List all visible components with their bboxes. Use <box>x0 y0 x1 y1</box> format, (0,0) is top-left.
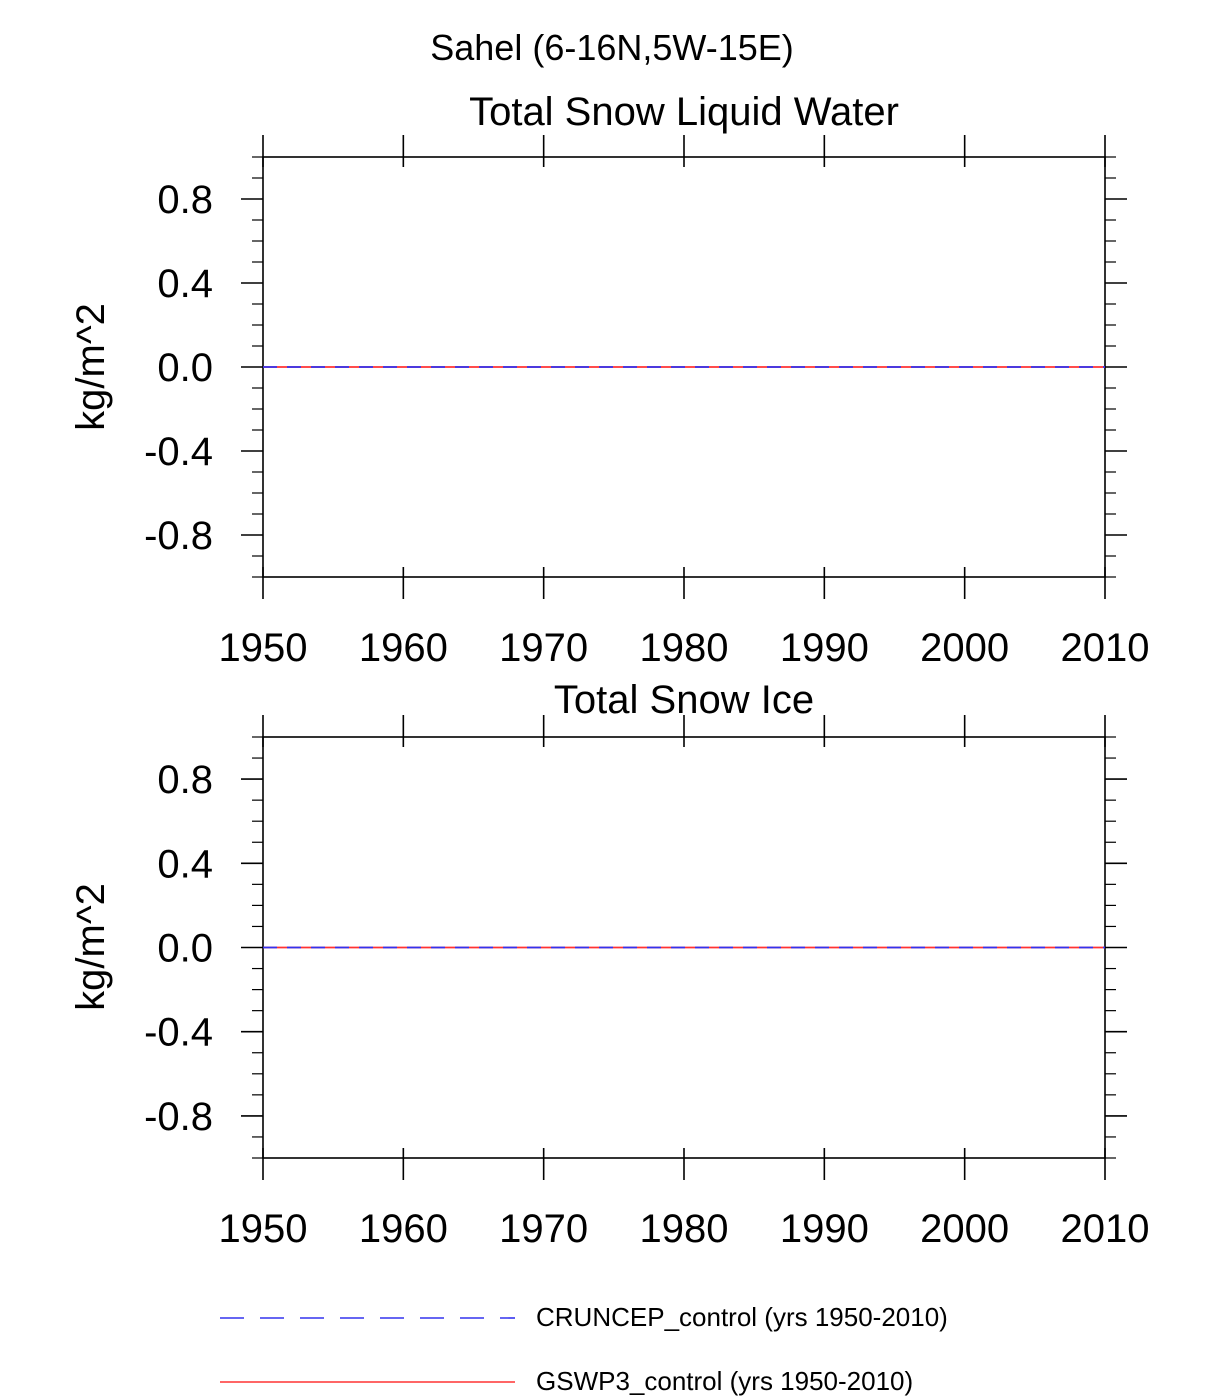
y-tick-label: 0.8 <box>157 178 213 222</box>
x-tick-label: 2000 <box>920 626 1009 670</box>
y-tick-label: -0.4 <box>144 430 213 474</box>
x-tick-label: 1960 <box>359 626 448 670</box>
y-tick-label: 0.4 <box>157 262 213 306</box>
x-tick-label: 1970 <box>499 1207 588 1251</box>
x-tick-label: 1960 <box>359 1207 448 1251</box>
y-tick-label: 0.4 <box>157 842 213 886</box>
x-tick-label: 1950 <box>219 626 308 670</box>
x-tick-label: 2010 <box>1061 1207 1150 1251</box>
panel-snow-liquid-water: Total Snow Liquid Water kg/m^2 1950 1960 1… <box>69 90 1149 670</box>
panel-title: Total Snow Ice <box>554 678 814 722</box>
legend-entry-cruncep: CRUNCEP_control (yrs 1950-2010) <box>220 1302 948 1332</box>
x-tick-label: 1980 <box>640 626 729 670</box>
legend-entry-gswp3: GSWP3_control (yrs 1950-2010) <box>220 1366 913 1396</box>
x-tick-label: 1980 <box>640 1207 729 1251</box>
y-tick-label: 0.8 <box>157 758 213 802</box>
y-axis-label: kg/m^2 <box>69 883 113 1011</box>
y-axis-label: kg/m^2 <box>69 303 113 431</box>
x-tick-label: 2000 <box>920 1207 1009 1251</box>
x-tick-label: 1990 <box>780 1207 869 1251</box>
x-tick-label: 1950 <box>219 1207 308 1251</box>
panel-snow-ice: Total Snow Ice kg/m^2 1950 1960 1970 1980 19… <box>69 678 1149 1251</box>
y-tick-label: -0.8 <box>144 514 213 558</box>
y-tick-label: 0.0 <box>157 927 213 971</box>
legend-label-gswp3: GSWP3_control (yrs 1950-2010) <box>536 1366 913 1396</box>
figure-suptitle: Sahel (6-16N,5W-15E) <box>430 27 794 68</box>
y-tick-label: -0.8 <box>144 1095 213 1139</box>
y-tick-label: -0.4 <box>144 1011 213 1055</box>
y-tick-label: 0.0 <box>157 346 213 390</box>
legend-label-cruncep: CRUNCEP_control (yrs 1950-2010) <box>536 1302 948 1332</box>
x-tick-label: 2010 <box>1061 626 1150 670</box>
x-tick-label: 1990 <box>780 626 869 670</box>
legend: CRUNCEP_control (yrs 1950-2010) GSWP3_co… <box>220 1302 948 1396</box>
x-tick-label: 1970 <box>499 626 588 670</box>
panel-title: Total Snow Liquid Water <box>469 90 899 134</box>
